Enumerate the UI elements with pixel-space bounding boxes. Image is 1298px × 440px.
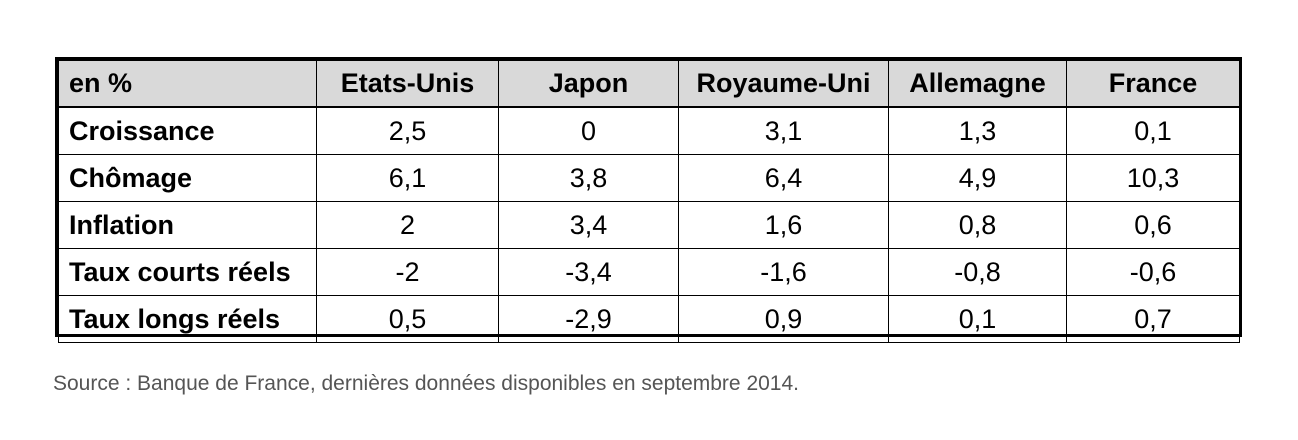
table-row-taux-longs-reels: Taux longs réels 0,5 -2,9 0,9 0,1 0,7: [58, 295, 1240, 343]
row-label: Taux longs réels: [58, 295, 317, 343]
table-cell: 0,9: [678, 295, 889, 343]
corner-header: en %: [58, 60, 317, 108]
table-cell: 3,4: [498, 201, 679, 249]
table-cell: -2: [316, 248, 499, 296]
row-label: Taux courts réels: [58, 248, 317, 296]
table-row-inflation: Inflation 2 3,4 1,6 0,8 0,6: [58, 201, 1240, 249]
table-cell: 0,1: [888, 295, 1067, 343]
table-cell: 1,3: [888, 106, 1067, 155]
table-cell: 4,9: [888, 154, 1067, 202]
table-cell: 1,6: [678, 201, 889, 249]
data-table-container: en % Etats-Unis Japon Royaume-Uni Allema…: [55, 57, 1242, 343]
table-cell: 10,3: [1066, 154, 1240, 202]
table-cell: 0,5: [316, 295, 499, 343]
table-cell: 6,1: [316, 154, 499, 202]
table-row-croissance: Croissance 2,5 0 3,1 1,3 0,1: [58, 106, 1240, 155]
table-cell: 3,8: [498, 154, 679, 202]
column-header-japon: Japon: [498, 60, 679, 108]
table-cell: 6,4: [678, 154, 889, 202]
row-label: Croissance: [58, 106, 317, 155]
table-cell: 3,1: [678, 106, 889, 155]
table-row-taux-courts-reels: Taux courts réels -2 -3,4 -1,6 -0,8 -0,6: [58, 248, 1240, 296]
source-note: Source : Banque de France, dernières don…: [53, 372, 799, 395]
table-cell: -2,9: [498, 295, 679, 343]
column-header-royaume-uni: Royaume-Uni: [678, 60, 889, 108]
column-header-allemagne: Allemagne: [888, 60, 1067, 108]
table-header-row: en % Etats-Unis Japon Royaume-Uni Allema…: [58, 60, 1240, 108]
economic-indicators-table: en % Etats-Unis Japon Royaume-Uni Allema…: [58, 60, 1240, 343]
table-cell: 0,6: [1066, 201, 1240, 249]
column-header-etats-unis: Etats-Unis: [316, 60, 499, 108]
table-row-chomage: Chômage 6,1 3,8 6,4 4,9 10,3: [58, 154, 1240, 202]
column-header-france: France: [1066, 60, 1240, 108]
table-cell: 0,1: [1066, 106, 1240, 155]
table-cell: 2,5: [316, 106, 499, 155]
row-label: Inflation: [58, 201, 317, 249]
table-cell: 0: [498, 106, 679, 155]
row-label: Chômage: [58, 154, 317, 202]
table-cell: 2: [316, 201, 499, 249]
table-cell: 0,7: [1066, 295, 1240, 343]
table-cell: -0,6: [1066, 248, 1240, 296]
table-cell: 0,8: [888, 201, 1067, 249]
table-cell: -3,4: [498, 248, 679, 296]
table-cell: -0,8: [888, 248, 1067, 296]
table-cell: -1,6: [678, 248, 889, 296]
